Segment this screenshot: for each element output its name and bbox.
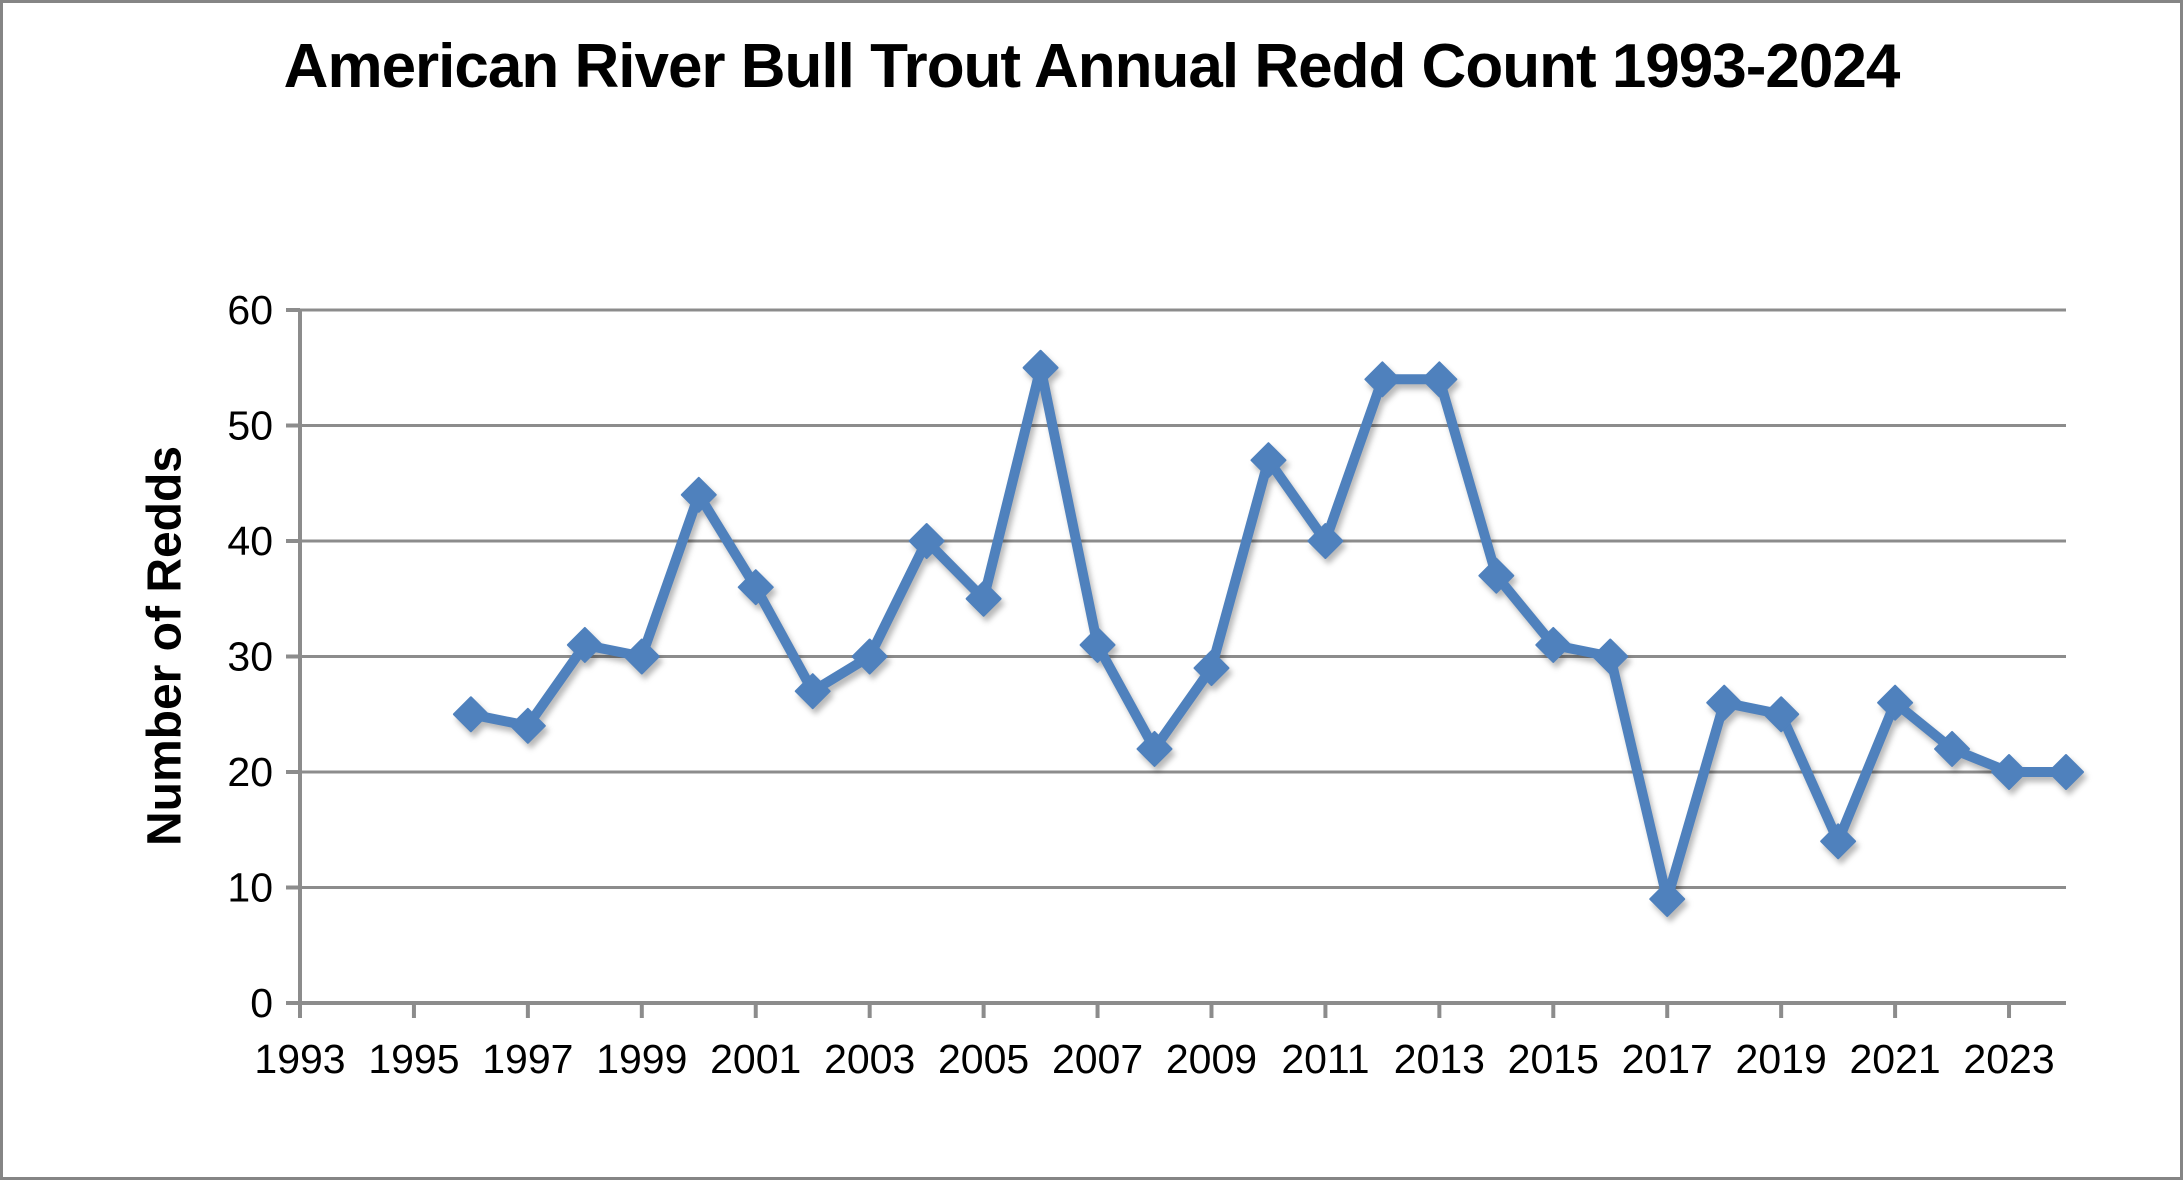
x-tick-label: 2007 xyxy=(1052,1036,1143,1082)
data-point-2007 xyxy=(1079,626,1116,663)
x-tick-label: 2017 xyxy=(1622,1036,1713,1082)
x-tick-label: 1999 xyxy=(596,1036,687,1082)
data-series xyxy=(452,349,2084,918)
x-tick-label: 2003 xyxy=(824,1036,915,1082)
data-point-2019 xyxy=(1763,696,1800,733)
x-tick-label: 2015 xyxy=(1508,1036,1599,1082)
data-point-2003 xyxy=(851,638,888,675)
data-point-2000 xyxy=(680,476,717,513)
x-tick-label: 2001 xyxy=(710,1036,801,1082)
x-tick-label: 2021 xyxy=(1849,1036,1940,1082)
x-tick-label: 2023 xyxy=(1963,1036,2054,1082)
data-point-2017 xyxy=(1649,881,1686,918)
data-point-2002 xyxy=(794,673,831,710)
y-tick-label: 30 xyxy=(227,634,273,680)
data-point-2015 xyxy=(1535,626,1572,663)
data-point-2014 xyxy=(1478,557,1515,594)
data-point-2011 xyxy=(1307,523,1344,559)
data-point-2006 xyxy=(1022,349,1059,386)
x-tick-label: 2019 xyxy=(1736,1036,1827,1082)
chart-title: American River Bull Trout Annual Redd Co… xyxy=(283,32,1901,101)
x-tick-label: 2013 xyxy=(1394,1036,1485,1082)
data-point-2005 xyxy=(965,580,1002,617)
data-point-2024 xyxy=(2048,754,2084,790)
data-point-1999 xyxy=(623,638,660,675)
plot-area: 0 10 20 30 40 50 60 1993 1995 1997 1999 2001 2003 200… xyxy=(227,287,2084,1082)
y-tick-label: 20 xyxy=(227,749,273,795)
y-tick-label: 10 xyxy=(227,865,273,911)
y-tick-label: 50 xyxy=(227,403,273,449)
x-tick-label: 1997 xyxy=(482,1036,573,1082)
data-point-2022 xyxy=(1934,730,1971,767)
data-point-2008 xyxy=(1136,730,1173,767)
data-point-1998 xyxy=(566,626,603,663)
data-point-2001 xyxy=(737,569,774,606)
data-point-2020 xyxy=(1820,823,1857,860)
data-point-2018 xyxy=(1706,684,1743,721)
data-point-2013 xyxy=(1421,361,1458,398)
x-tick-label: 2011 xyxy=(1281,1036,1369,1082)
x-tick-label: 2005 xyxy=(938,1036,1029,1082)
x-tick-label: 1995 xyxy=(368,1036,459,1082)
data-point-2016 xyxy=(1592,638,1629,675)
data-point-2010 xyxy=(1250,442,1287,479)
data-point-2012 xyxy=(1364,361,1401,398)
y-tick-label: 40 xyxy=(227,518,273,564)
data-point-2023 xyxy=(1991,754,2028,790)
x-tick-label: 1993 xyxy=(254,1036,345,1082)
data-point-2009 xyxy=(1193,650,1230,687)
data-point-1996 xyxy=(452,696,489,733)
data-point-2004 xyxy=(908,523,945,559)
data-point-2021 xyxy=(1877,684,1914,721)
y-tick-label: 60 xyxy=(227,287,273,333)
y-tick-label: 0 xyxy=(250,980,273,1026)
x-tick-label: 2009 xyxy=(1166,1036,1257,1082)
data-point-1997 xyxy=(509,707,546,744)
